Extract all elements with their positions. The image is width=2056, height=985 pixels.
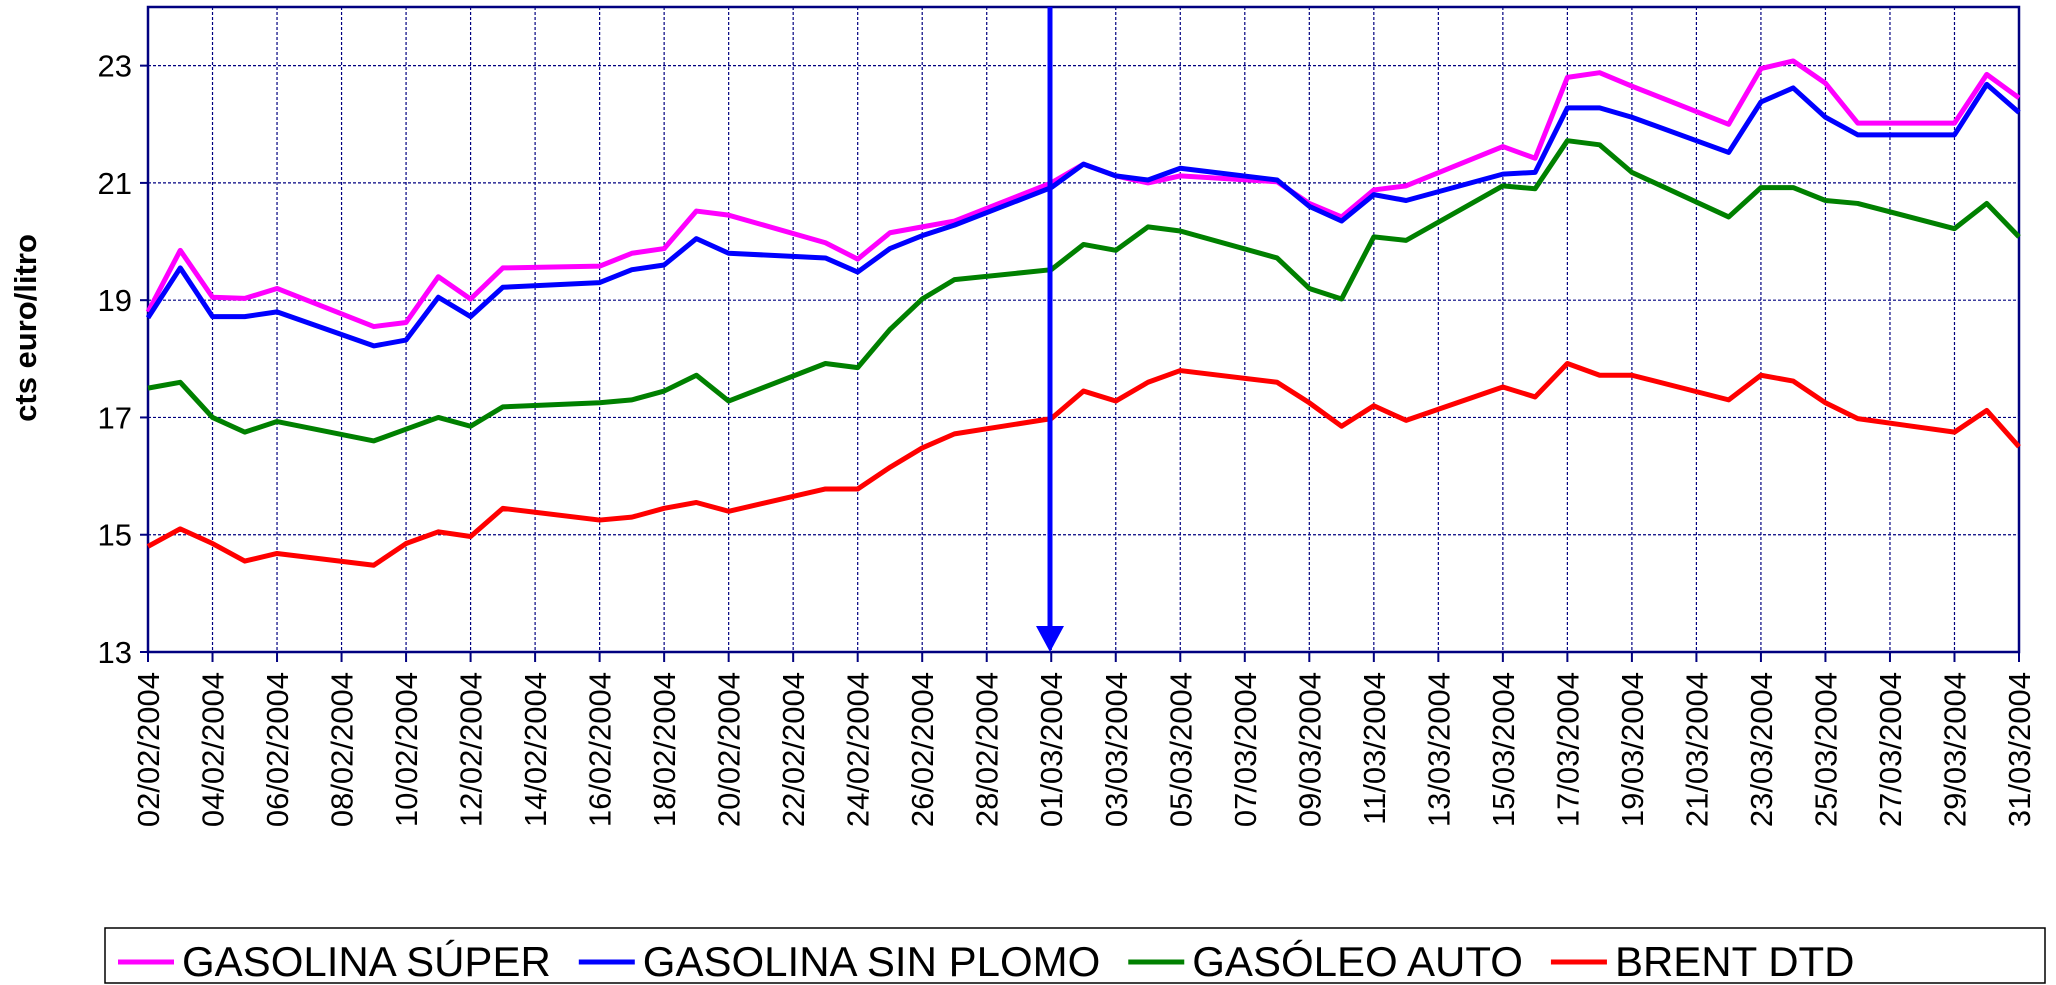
x-tick-label: 19/03/2004 bbox=[1615, 672, 1650, 827]
x-tick-label: 10/02/2004 bbox=[389, 672, 424, 827]
series-line bbox=[146, 361, 2021, 568]
x-tick-label: 01/03/2004 bbox=[1034, 672, 1069, 827]
x-tick-label: 11/03/2004 bbox=[1357, 672, 1392, 825]
y-tick-label: 13 bbox=[98, 635, 132, 670]
x-tick-label: 17/03/2004 bbox=[1550, 672, 1585, 827]
x-tick-label: 18/02/2004 bbox=[647, 672, 682, 827]
y-tick-label: 15 bbox=[98, 518, 132, 553]
x-tick-label: 04/02/2004 bbox=[196, 672, 231, 827]
x-tick-label: 05/03/2004 bbox=[1163, 672, 1198, 827]
x-tick-label: 29/03/2004 bbox=[1937, 672, 1972, 827]
x-tick-label: 31/03/2004 bbox=[2002, 672, 2037, 827]
x-tick-label: 23/03/2004 bbox=[1744, 672, 1779, 827]
x-tick-label: 24/02/2004 bbox=[841, 672, 876, 827]
x-tick-label: 08/02/2004 bbox=[325, 672, 360, 827]
legend-label: GASOLINA SÚPER bbox=[182, 938, 551, 985]
x-tick-label: 20/02/2004 bbox=[712, 672, 747, 827]
x-tick-label: 15/03/2004 bbox=[1486, 672, 1521, 827]
x-tick-label: 16/02/2004 bbox=[583, 672, 618, 827]
series-line bbox=[145, 58, 2021, 330]
y-axis-label: cts euro/litro bbox=[8, 234, 43, 422]
x-tick-label: 25/03/2004 bbox=[1808, 672, 1843, 827]
x-tick-label: 22/02/2004 bbox=[776, 672, 811, 827]
x-tick-label: 27/03/2004 bbox=[1873, 672, 1908, 827]
x-tick-label: 06/02/2004 bbox=[260, 672, 295, 827]
x-tick-label: 26/02/2004 bbox=[905, 672, 940, 827]
x-tick-label: 28/02/2004 bbox=[970, 672, 1005, 827]
legend-label: GASOLINA SIN PLOMO bbox=[643, 938, 1100, 985]
legend-label: BRENT DTD bbox=[1615, 938, 1855, 985]
plot-frame bbox=[146, 5, 2021, 654]
x-tick-label: 13/03/2004 bbox=[1421, 672, 1456, 827]
y-tick-label: 17 bbox=[98, 400, 132, 435]
annotation-arrowhead bbox=[1036, 626, 1064, 652]
series-line bbox=[147, 138, 2021, 444]
x-tick-label: 03/03/2004 bbox=[1099, 672, 1134, 827]
x-tick-label: 21/03/2004 bbox=[1679, 672, 1714, 827]
x-tick-label: 07/03/2004 bbox=[1228, 672, 1263, 827]
x-tick-label: 12/02/2004 bbox=[454, 672, 489, 827]
x-tick-label: 02/02/2004 bbox=[131, 672, 166, 827]
legend-label: GASÓLEO AUTO bbox=[1192, 938, 1523, 985]
y-tick-label: 23 bbox=[98, 49, 132, 84]
x-tick-label: 09/03/2004 bbox=[1292, 672, 1327, 827]
y-tick-label: 19 bbox=[98, 283, 132, 318]
legend-box bbox=[104, 927, 2046, 984]
series-line bbox=[145, 81, 2021, 349]
y-tick-label: 21 bbox=[98, 166, 132, 201]
x-tick-label: 14/02/2004 bbox=[518, 672, 553, 827]
